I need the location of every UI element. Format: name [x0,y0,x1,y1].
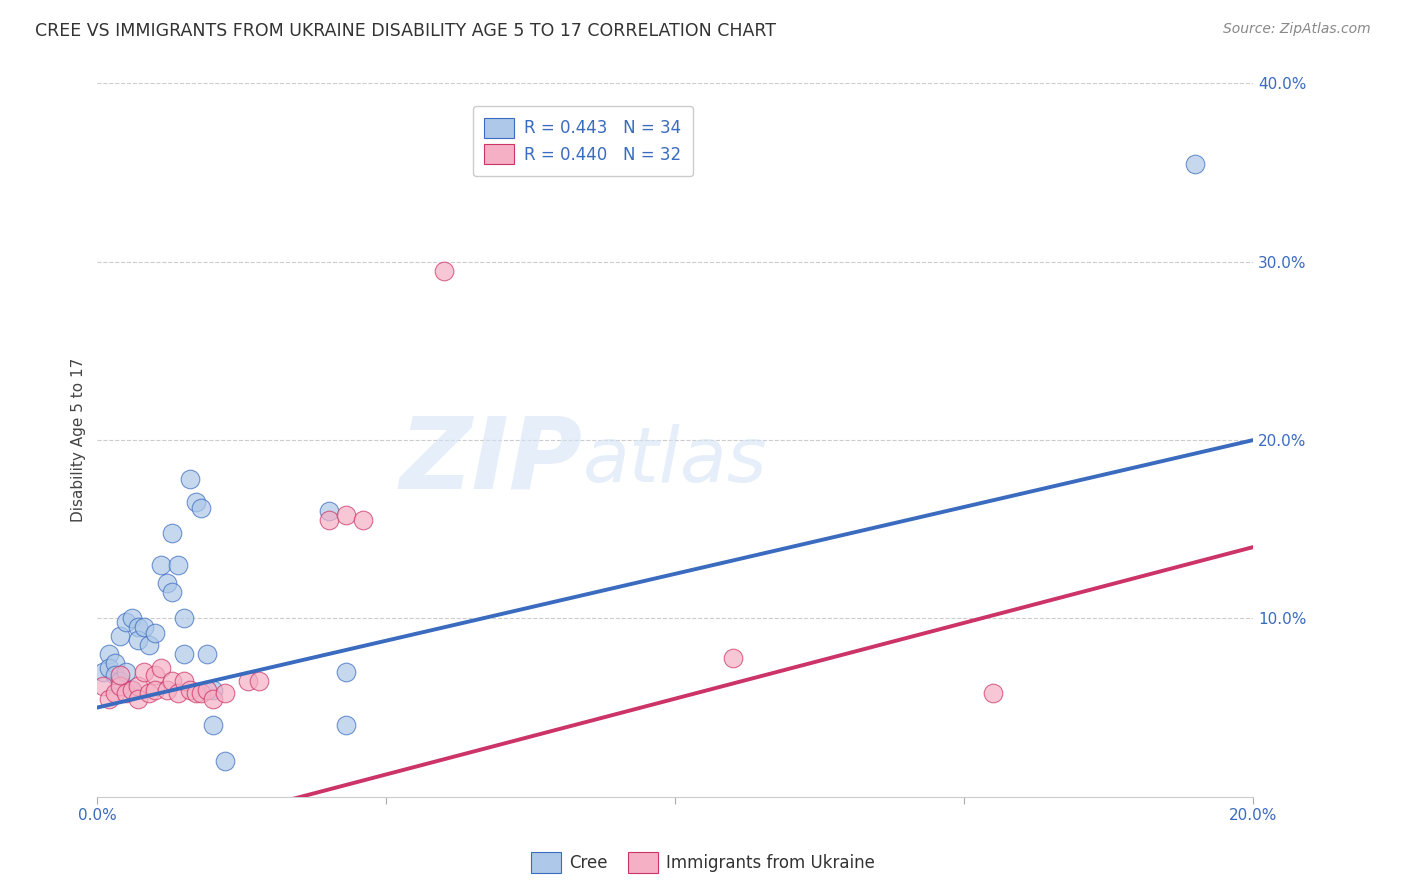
Point [115,615,138,629]
Point [91,679,114,693]
Point [104,686,127,700]
Point [179,682,201,697]
Point [121,611,143,625]
Point [173,611,195,625]
Text: CREE VS IMMIGRANTS FROM UKRAINE DISABILITY AGE 5 TO 17 CORRELATION CHART: CREE VS IMMIGRANTS FROM UKRAINE DISABILI… [35,22,776,40]
Point [143,625,166,640]
Point [190,500,212,515]
Point [138,686,160,700]
Point [127,679,149,693]
Point [115,665,138,679]
Point [236,673,259,688]
Point [156,682,179,697]
Point [162,584,184,599]
Point [110,629,132,643]
Point [162,673,184,688]
Point [201,718,224,732]
Point [184,686,207,700]
Point [201,682,224,697]
Text: ZIP: ZIP [399,413,583,510]
Point [179,472,201,486]
Point [1184,156,1206,170]
Point [335,665,357,679]
Point [721,650,744,665]
Point [318,504,340,518]
Point [127,691,149,706]
Point [352,513,374,527]
Point [214,754,236,768]
Point [132,620,155,634]
Point [195,647,218,661]
Point [156,575,179,590]
Y-axis label: Disability Age 5 to 17: Disability Age 5 to 17 [72,358,86,522]
Point [318,513,340,527]
Point [97,647,120,661]
Point [104,656,127,670]
Point [247,673,270,688]
Point [97,661,120,675]
Legend: Cree, Immigrants from Ukraine: Cree, Immigrants from Ukraine [524,846,882,880]
Point [149,558,172,572]
Point [97,691,120,706]
Point [104,668,127,682]
Point [190,686,212,700]
Legend: R = 0.443   N = 34, R = 0.440   N = 32: R = 0.443 N = 34, R = 0.440 N = 32 [472,106,693,176]
Point [115,686,138,700]
Point [143,682,166,697]
Point [127,632,149,647]
Point [214,686,236,700]
Point [110,673,132,688]
Point [143,668,166,682]
Point [433,263,456,277]
Point [127,620,149,634]
Point [167,558,190,572]
Point [201,691,224,706]
Point [110,679,132,693]
Point [162,525,184,540]
Point [121,682,143,697]
Point [138,638,160,652]
Point [173,647,195,661]
Point [132,665,155,679]
Point [335,718,357,732]
Point [195,682,218,697]
Text: atlas: atlas [583,425,768,499]
Point [121,682,143,697]
Point [167,686,190,700]
Point [91,665,114,679]
Point [981,686,1004,700]
Text: Source: ZipAtlas.com: Source: ZipAtlas.com [1223,22,1371,37]
Point [149,661,172,675]
Point [335,508,357,522]
Point [110,668,132,682]
Point [173,673,195,688]
Point [184,495,207,509]
